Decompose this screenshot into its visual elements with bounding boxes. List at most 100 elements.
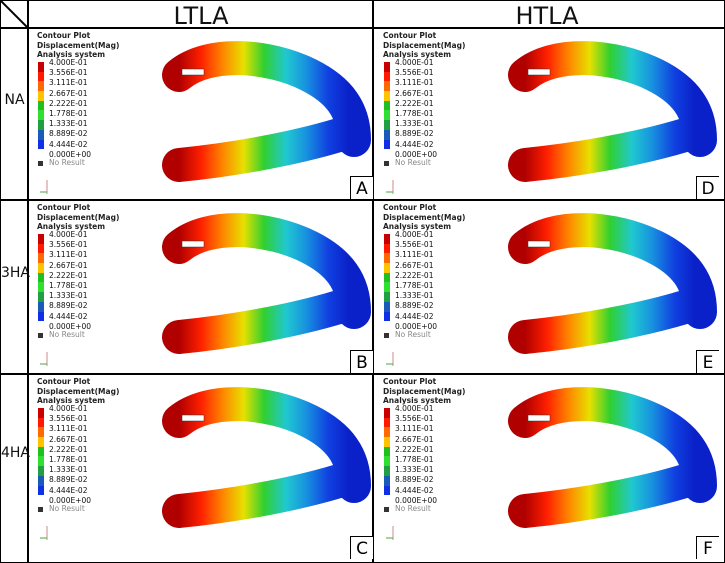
probe-label bbox=[181, 68, 205, 76]
legend-band bbox=[38, 62, 44, 72]
legend-band bbox=[38, 311, 44, 322]
legend-value: 3.111E-01 bbox=[49, 250, 88, 260]
legend-band bbox=[38, 292, 44, 302]
legend-value: 4.000E-01 bbox=[49, 58, 88, 67]
legend-value: 4.000E-01 bbox=[395, 58, 434, 67]
legend-band bbox=[384, 91, 390, 101]
legend-band bbox=[38, 456, 44, 467]
lower-arm bbox=[162, 464, 356, 528]
legend-value: 8.889E-02 bbox=[49, 475, 88, 485]
legend-value: 4.000E-01 bbox=[49, 230, 88, 239]
legend-title: Contour Plot Displacement(Mag) Analysis sy… bbox=[37, 377, 119, 406]
row-header-na: NA bbox=[4, 92, 25, 108]
legend-title: Contour Plot Displacement(Mag) Analysis sy… bbox=[37, 31, 119, 60]
legend-title-line: Contour Plot bbox=[37, 203, 91, 212]
legend-value: 3.556E-01 bbox=[49, 240, 88, 250]
lower-arm bbox=[508, 464, 702, 528]
legend-value: 1.778E-01 bbox=[49, 109, 88, 118]
probe-label bbox=[527, 68, 551, 76]
panel-letter: A bbox=[350, 176, 373, 199]
legend-value: 2.667E-01 bbox=[49, 260, 88, 270]
lower-arm bbox=[162, 290, 356, 354]
legend-value: 2.222E-01 bbox=[49, 98, 88, 108]
legend-band bbox=[384, 272, 390, 283]
legend-color-bar bbox=[384, 234, 390, 322]
legend-band bbox=[384, 466, 390, 476]
legend-value: 0.000E+00 bbox=[49, 321, 92, 331]
legend-value: 0.000E+00 bbox=[49, 149, 92, 159]
displacement-contour-model bbox=[508, 213, 717, 354]
upper-arm bbox=[162, 213, 371, 329]
legend-value: 1.333E-01 bbox=[49, 119, 88, 129]
legend-band bbox=[384, 475, 390, 486]
displacement-contour-model bbox=[508, 41, 717, 182]
probe-label bbox=[181, 414, 205, 422]
legend-value: 4.444E-02 bbox=[395, 485, 434, 495]
legend-band bbox=[384, 100, 390, 111]
grid-line bbox=[1, 373, 724, 375]
panel-c: Contour Plot Displacement(Mag) Analysis sy… bbox=[29, 375, 373, 559]
lower-arm bbox=[508, 118, 702, 182]
legend-value: 2.667E-01 bbox=[395, 434, 434, 444]
legend-value: 2.667E-01 bbox=[395, 260, 434, 270]
legend-title: Contour Plot Displacement(Mag) Analysis sy… bbox=[383, 203, 465, 232]
upper-arm bbox=[508, 41, 717, 157]
panel-a: Contour Plot Displacement(Mag) Analysis sy… bbox=[29, 29, 373, 199]
legend-title: Contour Plot Displacement(Mag) Analysis sy… bbox=[383, 377, 465, 406]
upper-arm bbox=[508, 387, 717, 503]
legend-value: 2.667E-01 bbox=[395, 88, 434, 98]
legend-title-line: Displacement(Mag) bbox=[383, 40, 466, 50]
legend-value: 3.556E-01 bbox=[49, 68, 88, 78]
legend-band bbox=[38, 139, 44, 150]
legend-band bbox=[384, 417, 390, 428]
legend-color-bar bbox=[38, 234, 44, 322]
legend-title-line: Contour Plot bbox=[37, 31, 91, 40]
legend-value: 8.889E-02 bbox=[395, 475, 434, 485]
legend-value: 2.222E-01 bbox=[395, 270, 434, 280]
lower-arm bbox=[162, 118, 356, 182]
grid-line bbox=[1, 199, 724, 201]
legend-value: 1.333E-01 bbox=[395, 291, 434, 301]
upper-arm bbox=[162, 387, 371, 503]
legend-value: 1.333E-01 bbox=[395, 465, 434, 475]
legend-value: 4.444E-02 bbox=[395, 139, 434, 149]
legend-title-line: Analysis system bbox=[383, 50, 452, 59]
no-result-label: No Result bbox=[395, 504, 431, 513]
legend-value: 3.111E-01 bbox=[49, 78, 88, 88]
legend-band bbox=[384, 62, 390, 72]
legend-band bbox=[38, 427, 44, 438]
legend-value: 2.222E-01 bbox=[395, 98, 434, 108]
legend-value: 4.444E-02 bbox=[49, 139, 88, 149]
panel-d: Contour Plot Displacement(Mag) Analysis sy… bbox=[375, 29, 719, 199]
legend-value: 4.000E-01 bbox=[49, 404, 88, 413]
panel-letter: F bbox=[696, 536, 719, 559]
legend-value: 3.111E-01 bbox=[395, 78, 434, 88]
legend-band bbox=[384, 437, 390, 447]
displacement-contour-model bbox=[508, 387, 717, 528]
panel-letter: D bbox=[696, 176, 719, 199]
legend-band bbox=[384, 253, 390, 264]
no-result-swatch bbox=[38, 333, 43, 338]
legend-color-bar bbox=[38, 408, 44, 496]
legend-band bbox=[38, 234, 44, 244]
legend-band bbox=[384, 234, 390, 244]
legend-band bbox=[384, 71, 390, 82]
legend-band bbox=[38, 301, 44, 312]
legend-value: 1.778E-01 bbox=[395, 281, 434, 290]
displacement-contour-model bbox=[162, 213, 371, 354]
legend-value: 4.444E-02 bbox=[49, 485, 88, 495]
legend-band bbox=[384, 292, 390, 302]
column-header-htla: HTLA bbox=[515, 2, 579, 30]
legend-value: 2.667E-01 bbox=[49, 88, 88, 98]
grid-line bbox=[1, 27, 724, 29]
legend-band bbox=[38, 475, 44, 486]
legend-band bbox=[38, 243, 44, 254]
no-result-label: No Result bbox=[49, 330, 85, 339]
legend-value: 4.000E-01 bbox=[395, 404, 434, 413]
axis-triad-icon bbox=[386, 352, 394, 366]
legend-band bbox=[384, 263, 390, 273]
legend-band bbox=[38, 485, 44, 496]
legend-value: 1.778E-01 bbox=[49, 281, 88, 290]
legend-value: 1.778E-01 bbox=[395, 455, 434, 464]
legend-color-bar bbox=[384, 62, 390, 150]
